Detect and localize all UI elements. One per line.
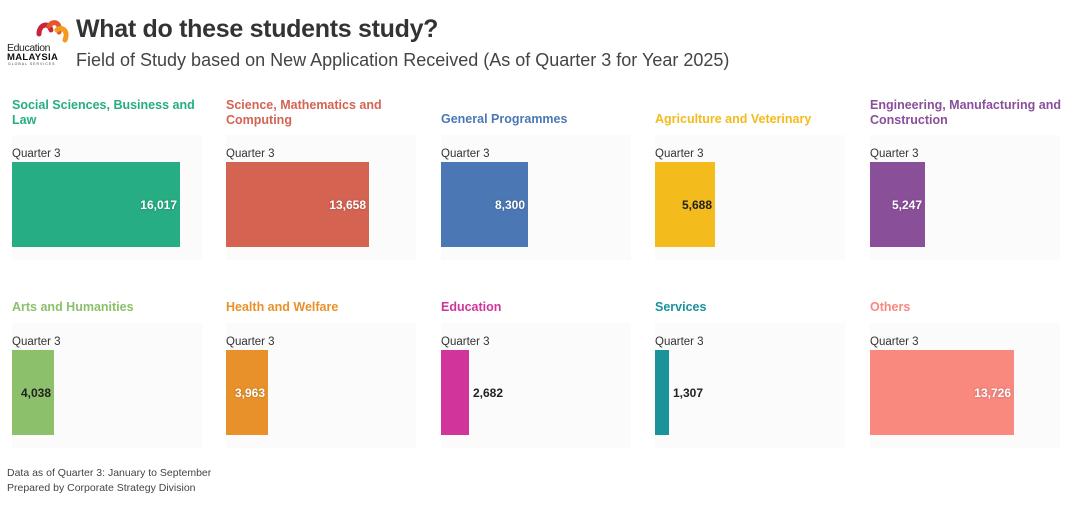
bar-health-and-welfare[interactable]: 3,963 (226, 350, 268, 435)
category-label: Quarter 3 (870, 336, 919, 348)
panel-title: Social Sciences, Business and Law (12, 98, 195, 127)
bar-services[interactable]: 1,307 (655, 350, 703, 435)
data-label: 5,247 (891, 197, 922, 212)
logo-text-malaysia: MALAYSIA (7, 52, 59, 63)
bar-others[interactable]: 13,726 (870, 350, 1014, 435)
panel-title: Agriculture and Veterinary (655, 112, 812, 126)
data-label: 2,682 (473, 385, 504, 400)
page-title: What do these students study? (76, 15, 439, 43)
panel-title: Engineering, Manufacturing and Construct… (870, 98, 1061, 127)
category-label: Quarter 3 (226, 148, 275, 160)
data-label: 5,688 (681, 197, 712, 212)
bar-arts-and-humanities[interactable]: 4,038 (12, 350, 54, 435)
bar-general-programmes[interactable]: 8,300 (441, 162, 528, 247)
data-label: 1,307 (673, 385, 704, 400)
bar-education[interactable]: 2,682 (441, 350, 503, 435)
data-label: 13,726 (974, 385, 1011, 400)
data-label: 16,017 (140, 197, 177, 212)
data-label: 8,300 (494, 197, 525, 212)
panel-title: Others (870, 300, 911, 314)
logo-text-education: Education (7, 42, 51, 54)
footer: Data as of Quarter 3: January to Septemb… (7, 466, 211, 496)
data-label: 13,658 (329, 197, 366, 212)
data-label: 3,963 (234, 385, 265, 400)
category-label: Quarter 3 (441, 148, 490, 160)
category-label: Quarter 3 (655, 336, 704, 348)
emgs-logo: Education MALAYSIA GLOBAL SERVICES (7, 18, 71, 66)
data-label: 4,038 (20, 385, 51, 400)
panel-title: Education (441, 300, 502, 314)
category-label: Quarter 3 (441, 336, 490, 348)
logo-text-global-services: GLOBAL SERVICES (8, 62, 56, 66)
footer-prepared-by: Prepared by Corporate Strategy Division (7, 482, 196, 494)
footer-data-note: Data as of Quarter 3: January to Septemb… (7, 467, 212, 479)
panel-title: Arts and Humanities (12, 300, 134, 314)
panel-background (441, 323, 631, 448)
category-label: Quarter 3 (226, 336, 275, 348)
bar-social-sciences-business-and-law[interactable]: 16,017 (12, 162, 180, 247)
category-label: Quarter 3 (12, 148, 61, 160)
panel-title: Science, Mathematics and Computing (226, 98, 382, 127)
bar-science-mathematics-and-computing[interactable]: 13,658 (226, 162, 369, 247)
category-label: Quarter 3 (870, 148, 919, 160)
page-subtitle: Field of Study based on New Application … (76, 50, 730, 70)
category-label: Quarter 3 (655, 148, 704, 160)
panel-title: Services (655, 300, 707, 314)
bar-agriculture-and-veterinary[interactable]: 5,688 (655, 162, 715, 247)
panel-title: General Programmes (441, 112, 568, 126)
category-label: Quarter 3 (12, 336, 61, 348)
panel-background (655, 323, 845, 448)
emgs-logo-icon (36, 20, 69, 43)
bar-engineering-manufacturing-and-construction[interactable]: 5,247 (870, 162, 925, 247)
panel-title: Health and Welfare (226, 300, 339, 314)
